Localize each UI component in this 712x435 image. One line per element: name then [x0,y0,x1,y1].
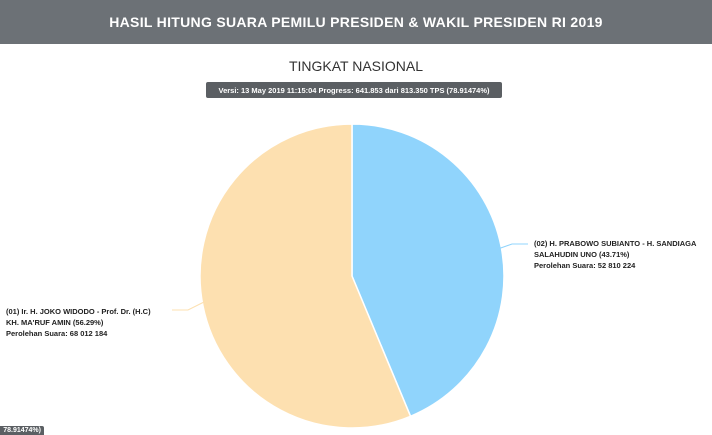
pie-slices [199,123,505,429]
slice-1-votes: Perolehan Suara: 68 012 184 [6,329,108,338]
slice-1-connector [172,301,205,311]
slice-1-label-line1: (01) Ir. H. JOKO WIDODO - Prof. Dr. (H.C… [6,307,151,316]
pie-slice-1[interactable] [199,123,412,429]
slice-0-label-line1: (02) H. PRABOWO SUBIANTO - H. SANDIAGA [534,239,697,248]
slice-0-label-line2: SALAHUDIN UNO (43.71%) [534,250,630,259]
progress-badge: Versi: 13 May 2019 11:15:04 Progress: 64… [206,82,502,98]
clipped-progress-text: 78.91474%) [3,427,41,434]
chart-title: TINGKAT NASIONAL [288,58,424,74]
page-title: HASIL HITUNG SUARA PEMILU PRESIDEN & WAK… [109,14,603,30]
pie-slice-0[interactable] [351,123,505,418]
page-header: HASIL HITUNG SUARA PEMILU PRESIDEN & WAK… [0,0,712,44]
slice-1-label-line2: KH. MA'RUF AMIN (56.29%) [6,318,104,327]
slice-0-votes: Perolehan Suara: 52 810 224 [534,261,636,270]
clipped-progress-badge: 78.91474%) [0,426,44,435]
slice-0-connector [494,243,528,251]
